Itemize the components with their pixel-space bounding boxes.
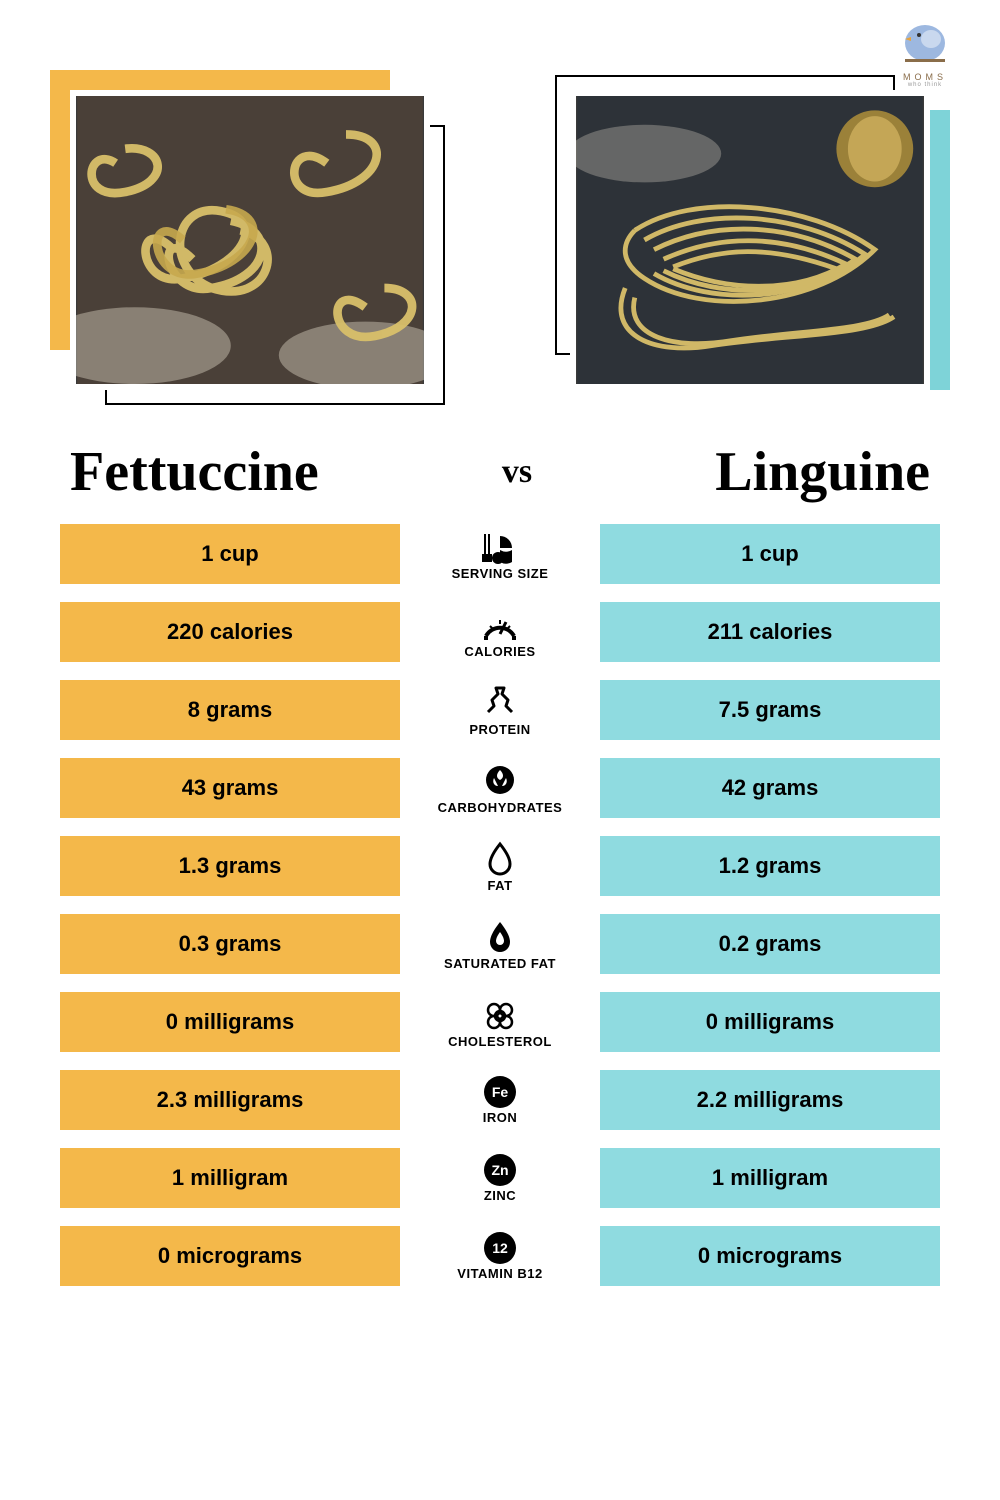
- nutrition-row: 1 milligram Zn ZINC 1 milligram: [60, 1148, 940, 1208]
- nutrition-row: 0 micrograms 12 VITAMIN B12 0 micrograms: [60, 1226, 940, 1286]
- metric-label-block: SATURATED FAT: [410, 918, 590, 971]
- metric-label-block: FAT: [410, 840, 590, 893]
- metric-label: ZINC: [484, 1188, 516, 1203]
- nutrition-rows: 1 cup SERVING SIZE 1 cup 220 calories CA…: [50, 524, 950, 1286]
- right-value-cell: 0 micrograms: [600, 1226, 940, 1286]
- metric-label-block: SERVING SIZE: [410, 528, 590, 581]
- nutrition-row: 43 grams CARBOHYDRATES 42 grams: [60, 758, 940, 818]
- hero-images: [50, 30, 950, 410]
- titles-row: Fettuccine vs Linguine: [50, 410, 950, 524]
- fettuccine-image-wrap: [70, 90, 430, 390]
- nutrition-row: 2.3 milligrams Fe IRON 2.2 milligrams: [60, 1070, 940, 1130]
- left-value-cell: 0.3 grams: [60, 914, 400, 974]
- right-value-cell: 0 milligrams: [600, 992, 940, 1052]
- nutrition-row: 0 milligrams CHOLESTEROL 0 milligrams: [60, 992, 940, 1052]
- metric-label-block: 12 VITAMIN B12: [410, 1232, 590, 1281]
- right-value-cell: 211 calories: [600, 602, 940, 662]
- nutrition-row: 1 cup SERVING SIZE 1 cup: [60, 524, 940, 584]
- fettuccine-image: [70, 90, 430, 390]
- carbs-icon: [480, 762, 520, 798]
- metric-label: CALORIES: [464, 644, 535, 659]
- nutrition-row: 8 grams PROTEIN 7.5 grams: [60, 680, 940, 740]
- right-value-cell: 1 milligram: [600, 1148, 940, 1208]
- right-value-cell: 2.2 milligrams: [600, 1070, 940, 1130]
- fat-icon: [480, 840, 520, 876]
- left-value-cell: 2.3 milligrams: [60, 1070, 400, 1130]
- metric-label: CHOLESTEROL: [448, 1034, 552, 1049]
- linguine-image: [570, 90, 930, 390]
- metric-label: IRON: [483, 1110, 518, 1125]
- metric-label-block: Zn ZINC: [410, 1154, 590, 1203]
- brand-sub: who think: [908, 82, 942, 88]
- metric-label: PROTEIN: [469, 722, 530, 737]
- metric-label: CARBOHYDRATES: [438, 800, 563, 815]
- metric-label-block: CHOLESTEROL: [410, 996, 590, 1049]
- left-value-cell: 1.3 grams: [60, 836, 400, 896]
- metric-label-block: CALORIES: [410, 606, 590, 659]
- metric-label-block: PROTEIN: [410, 684, 590, 737]
- right-value-cell: 42 grams: [600, 758, 940, 818]
- left-value-cell: 43 grams: [60, 758, 400, 818]
- nutrition-row: 220 calories CALORIES 211 calories: [60, 602, 940, 662]
- right-value-cell: 1.2 grams: [600, 836, 940, 896]
- metric-label-block: CARBOHYDRATES: [410, 762, 590, 815]
- iron-icon: Fe: [484, 1076, 516, 1108]
- metric-label-block: Fe IRON: [410, 1076, 590, 1125]
- metric-label: FAT: [487, 878, 512, 893]
- calories-icon: [480, 606, 520, 642]
- serving-icon: [480, 528, 520, 564]
- metric-label: SATURATED FAT: [444, 956, 556, 971]
- brand-name: MOMS: [903, 72, 947, 82]
- b12-icon: 12: [484, 1232, 516, 1264]
- cholesterol-icon: [480, 996, 520, 1032]
- right-value-cell: 1 cup: [600, 524, 940, 584]
- nutrition-row: 1.3 grams FAT 1.2 grams: [60, 836, 940, 896]
- left-title: Fettuccine: [70, 440, 319, 504]
- left-value-cell: 1 cup: [60, 524, 400, 584]
- metric-label: SERVING SIZE: [452, 566, 549, 581]
- protein-icon: [480, 684, 520, 720]
- right-title: Linguine: [715, 440, 930, 504]
- left-value-cell: 0 milligrams: [60, 992, 400, 1052]
- left-value-cell: 1 milligram: [60, 1148, 400, 1208]
- right-value-cell: 0.2 grams: [600, 914, 940, 974]
- zinc-icon: Zn: [484, 1154, 516, 1186]
- vs-label: vs: [502, 453, 532, 491]
- nutrition-row: 0.3 grams SATURATED FAT 0.2 grams: [60, 914, 940, 974]
- linguine-image-wrap: [570, 90, 930, 390]
- satfat-icon: [480, 918, 520, 954]
- metric-label: VITAMIN B12: [457, 1266, 542, 1281]
- bird-icon: [895, 15, 955, 70]
- left-value-cell: 220 calories: [60, 602, 400, 662]
- left-value-cell: 8 grams: [60, 680, 400, 740]
- right-value-cell: 7.5 grams: [600, 680, 940, 740]
- left-value-cell: 0 micrograms: [60, 1226, 400, 1286]
